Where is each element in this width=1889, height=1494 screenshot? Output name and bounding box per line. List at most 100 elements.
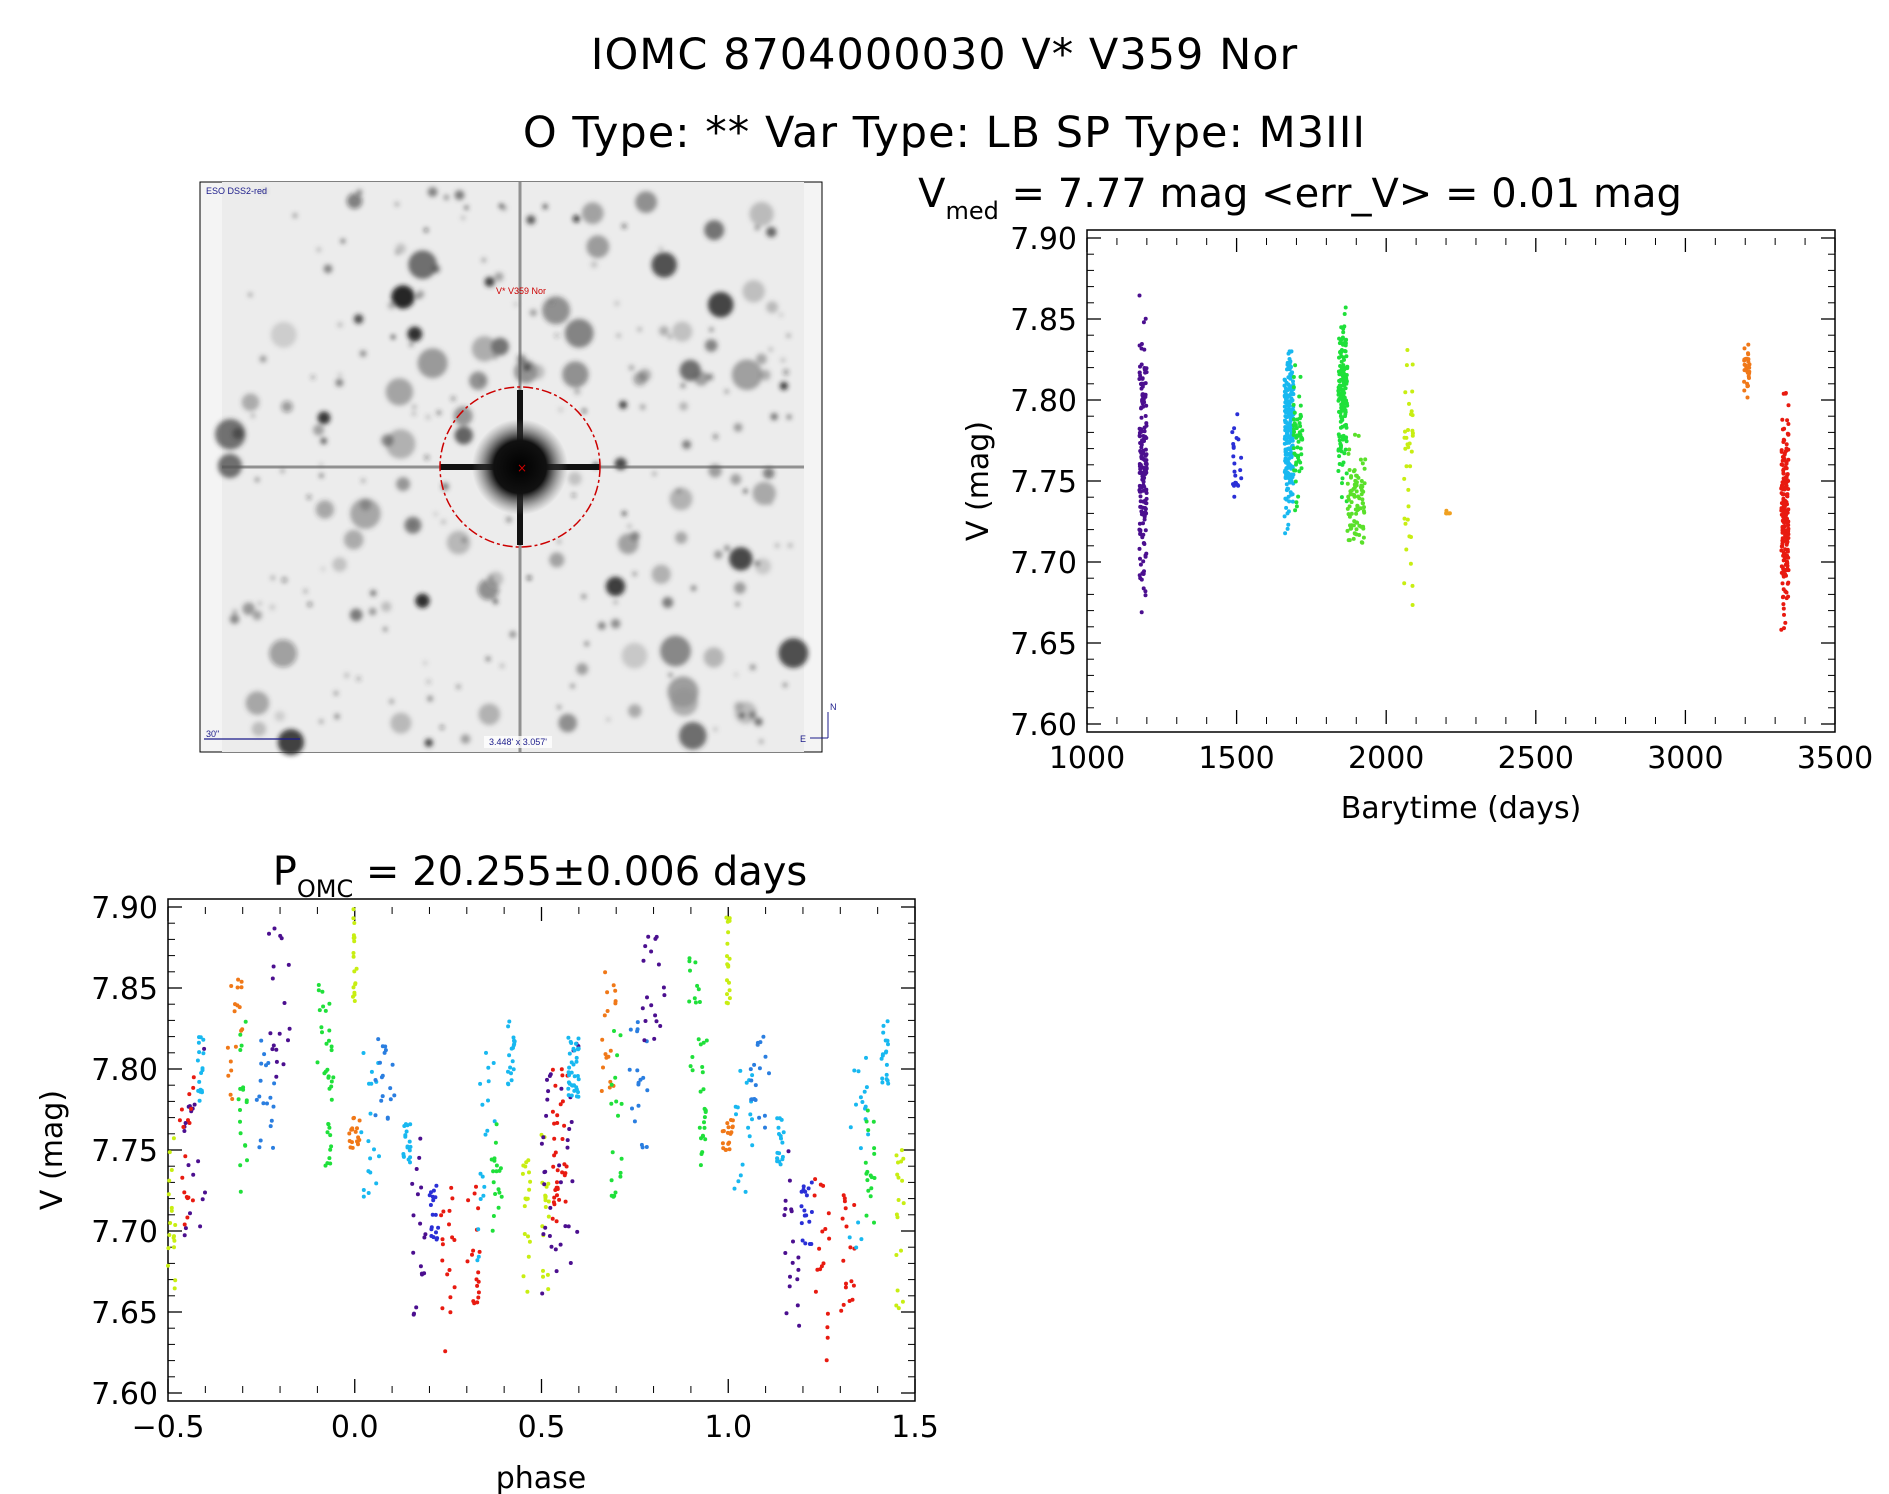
phase-point: [449, 1185, 454, 1190]
light-curve-point: [1293, 468, 1298, 473]
x-tick-label: 1.0: [704, 1410, 752, 1445]
phase-point: [824, 1358, 829, 1363]
phase-point: [431, 1198, 436, 1203]
phase-point: [436, 1225, 441, 1230]
phase-point: [229, 1068, 234, 1073]
light-curve-point: [1143, 528, 1148, 533]
light-curve-point: [1141, 320, 1146, 325]
target-star: [472, 419, 568, 515]
light-curve-point: [1232, 461, 1237, 466]
phase-point: [817, 1246, 822, 1251]
phase-point: [201, 1037, 206, 1042]
phase-point: [350, 1140, 354, 1145]
phase-point: [466, 1198, 471, 1203]
phase-point: [652, 1036, 657, 1041]
sky-image-panel: × V* V359 Nor ESO DSS2-red 30" 3.448' x …: [199, 181, 837, 756]
sky-star: [381, 601, 392, 612]
phase-point: [776, 1125, 781, 1130]
phase-point: [496, 1205, 501, 1210]
sky-star: [469, 371, 488, 390]
phase-point: [895, 1172, 900, 1177]
sky-star: [270, 321, 297, 348]
phase-point: [411, 1250, 416, 1255]
sky-star: [411, 411, 416, 416]
light-curve-point: [1285, 457, 1290, 462]
light-curve-point: [1346, 451, 1351, 456]
sky-star: [500, 663, 505, 668]
sky-star: [333, 691, 339, 696]
phase-point: [842, 1199, 847, 1204]
sky-star: [749, 664, 756, 671]
sky-star: [281, 401, 293, 413]
light-curve-point: [1231, 445, 1236, 450]
light-curve-point: [1339, 495, 1344, 500]
phase-point: [601, 1065, 605, 1070]
phase-point: [545, 1077, 549, 1082]
sky-star: [759, 739, 764, 744]
phase-point: [884, 1049, 889, 1054]
light-curve-point: [1354, 489, 1359, 494]
survey-label: ESO DSS2-red: [206, 186, 267, 196]
light-curve-point: [1138, 494, 1143, 499]
light-curve-point: [1232, 426, 1237, 431]
phase-point: [610, 1150, 615, 1155]
phase-point: [550, 1109, 555, 1114]
sky-star: [509, 631, 517, 638]
phase-point: [567, 1065, 572, 1070]
sky-star: [786, 414, 792, 420]
sky-star: [481, 257, 486, 263]
sky-star: [628, 365, 635, 371]
phase-point: [405, 1145, 410, 1150]
sky-star: [628, 704, 642, 718]
sky-star: [542, 204, 548, 210]
light-curve-point: [1781, 587, 1786, 592]
light-curve-point: [1340, 335, 1345, 340]
light-curve-point: [1291, 392, 1296, 397]
light-curve-point: [1355, 508, 1360, 513]
phase-point: [415, 1192, 420, 1197]
light-curve-point: [1781, 553, 1786, 558]
light-curve-point: [1143, 554, 1148, 559]
light-curve-point: [1138, 489, 1143, 494]
phase-point: [881, 1030, 886, 1035]
light-curve-point: [1783, 449, 1788, 454]
phase-point: [549, 1244, 554, 1249]
light-curve-point: [1295, 417, 1300, 422]
light-curve-point: [1336, 447, 1341, 452]
x-tick-label: 0.0: [331, 1410, 379, 1445]
phase-point: [872, 1220, 876, 1225]
light-curve-point: [1298, 403, 1303, 408]
light-curve-point: [1349, 474, 1354, 479]
phase-point: [862, 1089, 867, 1094]
sky-star: [621, 223, 627, 229]
phase-point: [700, 1070, 705, 1075]
phase-point: [703, 1110, 708, 1114]
light-curve-point: [1137, 377, 1142, 381]
light-curve-point: [1298, 374, 1303, 379]
light-curve-point: [1138, 499, 1143, 504]
light-curve-point: [1238, 468, 1243, 473]
phase-point: [574, 1094, 579, 1099]
sky-star: [257, 601, 262, 606]
phase-point: [606, 1054, 611, 1059]
sky-star: [667, 676, 699, 708]
phase-point: [860, 1100, 865, 1104]
light-curve-point: [1780, 512, 1785, 517]
sky-star: [251, 721, 267, 737]
light-curve-point: [1742, 346, 1747, 351]
y-tick-label: 7.75: [91, 1134, 158, 1169]
light-curve-point: [1746, 342, 1751, 347]
phase-point: [166, 1192, 171, 1197]
phase-point: [852, 1068, 857, 1073]
phase-point: [866, 1188, 871, 1193]
phase-point: [885, 1038, 890, 1043]
phase-point: [843, 1206, 848, 1211]
light-curve-point: [1288, 399, 1293, 404]
sky-star: [638, 368, 652, 382]
light-curve-point: [1290, 438, 1295, 443]
light-curve-point: [1139, 577, 1144, 582]
phase-point: [566, 1224, 571, 1229]
sky-star: [613, 600, 618, 605]
phase-point: [644, 1145, 649, 1149]
phase-point: [727, 956, 732, 961]
